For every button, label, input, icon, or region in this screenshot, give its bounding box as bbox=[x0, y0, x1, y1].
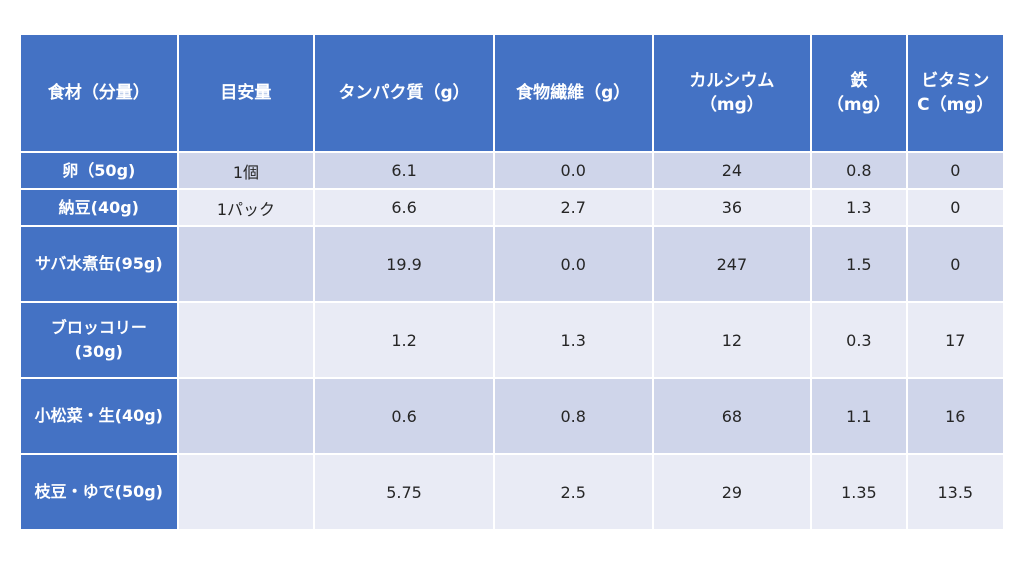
calcium-cell: 68 bbox=[651, 377, 813, 455]
header-serving: 目安量 bbox=[176, 33, 316, 153]
food-name: ブロッコリー (30g) bbox=[50, 318, 147, 361]
food-name: 小松菜・生(40g) bbox=[34, 406, 163, 425]
serving-cell bbox=[176, 225, 316, 303]
header-vitamin-c: ビタミン C（mg） bbox=[905, 33, 1006, 153]
iron-cell: 1.35 bbox=[810, 453, 908, 531]
protein-cell: 5.75 bbox=[313, 453, 495, 531]
header-fiber: 食物繊維（g） bbox=[492, 33, 654, 153]
protein-cell: 6.1 bbox=[313, 151, 495, 190]
row-food-cell: サバ水煮缶(95g) bbox=[19, 225, 179, 303]
serving-cell bbox=[176, 301, 316, 379]
vitamin-c-cell: 13.5 bbox=[905, 453, 1006, 531]
table-row: ブロッコリー (30g) 1.2 1.3 12 0.3 17 bbox=[19, 301, 1006, 379]
calcium-cell: 12 bbox=[651, 301, 813, 379]
header-iron: 鉄 （mg） bbox=[810, 33, 908, 153]
vitamin-c-cell: 0 bbox=[905, 225, 1006, 303]
iron-cell: 1.3 bbox=[810, 188, 908, 227]
serving-cell: 1パック bbox=[176, 188, 316, 227]
vitamin-c-cell: 0 bbox=[905, 188, 1006, 227]
fiber-cell: 2.5 bbox=[492, 453, 654, 531]
table-row: サバ水煮缶(95g) 19.9 0.0 247 1.5 0 bbox=[19, 225, 1006, 303]
fiber-cell: 0.0 bbox=[492, 225, 654, 303]
iron-cell: 0.3 bbox=[810, 301, 908, 379]
header-fiber-label: 食物繊維（g） bbox=[516, 83, 631, 103]
iron-cell: 1.1 bbox=[810, 377, 908, 455]
calcium-cell: 29 bbox=[651, 453, 813, 531]
header-calcium: カルシウム （mg） bbox=[651, 33, 813, 153]
fiber-cell: 0.8 bbox=[492, 377, 654, 455]
header-protein-label: タンパク質（g） bbox=[338, 83, 470, 103]
iron-cell: 0.8 bbox=[810, 151, 908, 190]
calcium-cell: 24 bbox=[651, 151, 813, 190]
fiber-cell: 2.7 bbox=[492, 188, 654, 227]
iron-cell: 1.5 bbox=[810, 225, 908, 303]
serving-cell: 1個 bbox=[176, 151, 316, 190]
row-food-cell: 枝豆・ゆで(50g) bbox=[19, 453, 179, 531]
fiber-cell: 1.3 bbox=[492, 301, 654, 379]
food-name: 納豆(40g) bbox=[58, 197, 139, 217]
food-name: 卵（50g) bbox=[62, 160, 136, 180]
protein-cell: 1.2 bbox=[313, 301, 495, 379]
table-row: 卵（50g) 1個 6.1 0.0 24 0.8 0 bbox=[19, 151, 1006, 190]
protein-cell: 6.6 bbox=[313, 188, 495, 227]
calcium-cell: 247 bbox=[651, 225, 813, 303]
table-row: 小松菜・生(40g) 0.6 0.8 68 1.1 16 bbox=[19, 377, 1006, 455]
header-calcium-label: カルシウム （mg） bbox=[689, 71, 775, 115]
header-iron-label: 鉄 （mg） bbox=[826, 71, 891, 115]
food-name: 枝豆・ゆで(50g) bbox=[34, 482, 163, 501]
food-name: サバ水煮缶(95g) bbox=[34, 254, 163, 273]
row-food-cell: 小松菜・生(40g) bbox=[19, 377, 179, 455]
vitamin-c-cell: 16 bbox=[905, 377, 1006, 455]
fiber-cell: 0.0 bbox=[492, 151, 654, 190]
row-food-cell: 卵（50g) bbox=[19, 151, 179, 190]
header-food: 食材（分量） bbox=[19, 33, 179, 153]
table-header-row: 食材（分量） 目安量 タンパク質（g） 食物繊維（g） カルシウム （mg） 鉄… bbox=[19, 33, 1006, 153]
table-row: 納豆(40g) 1パック 6.6 2.7 36 1.3 0 bbox=[19, 188, 1006, 227]
serving-cell bbox=[176, 377, 316, 455]
header-serving-label: 目安量 bbox=[220, 83, 272, 103]
vitamin-c-cell: 17 bbox=[905, 301, 1006, 379]
calcium-cell: 36 bbox=[651, 188, 813, 227]
row-food-cell: 納豆(40g) bbox=[19, 188, 179, 227]
serving-cell bbox=[176, 453, 316, 531]
nutrition-table: 食材（分量） 目安量 タンパク質（g） 食物繊維（g） カルシウム （mg） 鉄… bbox=[19, 33, 1006, 531]
protein-cell: 19.9 bbox=[313, 225, 495, 303]
vitamin-c-cell: 0 bbox=[905, 151, 1006, 190]
protein-cell: 0.6 bbox=[313, 377, 495, 455]
header-vitamin-c-label: ビタミン C（mg） bbox=[917, 71, 994, 115]
header-protein: タンパク質（g） bbox=[313, 33, 495, 153]
row-food-cell: ブロッコリー (30g) bbox=[19, 301, 179, 379]
table-row: 枝豆・ゆで(50g) 5.75 2.5 29 1.35 13.5 bbox=[19, 453, 1006, 531]
header-food-label: 食材（分量） bbox=[47, 83, 150, 103]
